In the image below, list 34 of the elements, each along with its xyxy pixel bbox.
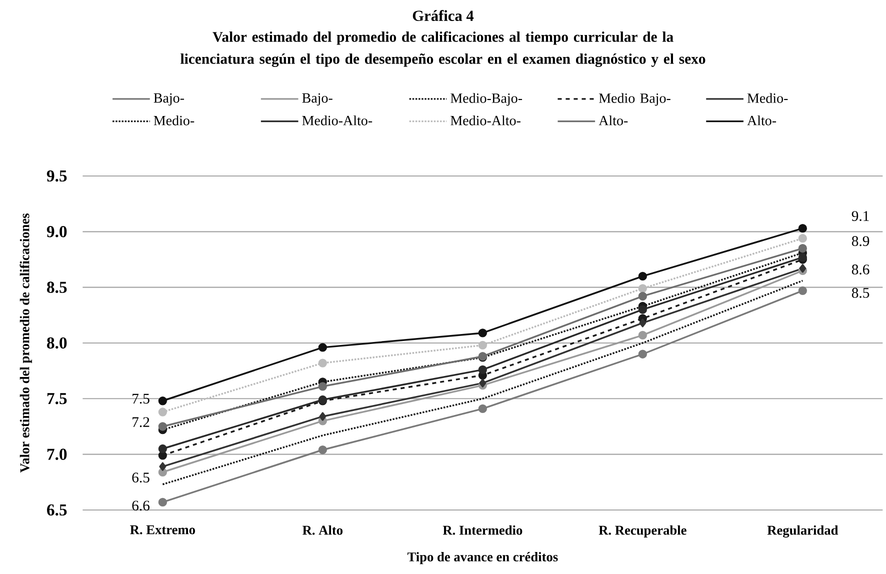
chart-subtitle: Valor estimado del promedio de calificaciones al tiempo curricular de la licenciatura según el tipo de desempeño escolar en el examen diagnóstico y el sexo bbox=[180, 31, 706, 67]
y-tick-label: 8.0 bbox=[47, 337, 67, 349]
legend-label: Medio-Bajo- bbox=[450, 93, 522, 106]
legend-label: Medio- bbox=[747, 93, 788, 103]
annotation: 9.1 bbox=[852, 211, 869, 222]
annotation: 8.9 bbox=[852, 236, 870, 246]
y-tick-label: 8.5 bbox=[47, 282, 67, 293]
legend-label: Medio-Alto- bbox=[302, 115, 372, 126]
x-tick-label: Regularidad bbox=[767, 525, 838, 538]
y-tick-label: 9.5 bbox=[46, 170, 67, 182]
y-axis-title: Valor estimado del promedio de calificaciones bbox=[20, 213, 32, 473]
x-tick-label: R. Intermedio bbox=[442, 525, 522, 535]
x-tick-label: R. Recuperable bbox=[598, 525, 686, 538]
y-tick-label: 9.0 bbox=[46, 226, 67, 238]
y-tick-label: 6.5 bbox=[47, 504, 67, 516]
x-tick-label: R. Extremo bbox=[130, 525, 196, 534]
annotation: 7.2 bbox=[132, 417, 150, 428]
chart-title: Gráfica 4 bbox=[412, 10, 474, 21]
legend-label: Alto- bbox=[747, 115, 776, 126]
legend-label: Medio- bbox=[154, 115, 194, 126]
annotation: 8.5 bbox=[852, 288, 870, 298]
annotation: 6.5 bbox=[132, 472, 150, 483]
legend-label: Medio-Alto- bbox=[450, 115, 520, 126]
annotation: 7.5 bbox=[132, 394, 150, 404]
legend-label: Alto- bbox=[598, 115, 628, 126]
legend-label: Bajo- bbox=[154, 93, 184, 106]
x-axis-title: Tipo de avance en créditos bbox=[407, 552, 558, 564]
annotation: 6.6 bbox=[132, 500, 150, 511]
y-tick-label: 7.5 bbox=[47, 393, 67, 404]
legend-label: Bajo- bbox=[302, 93, 332, 106]
annotation: 8.6 bbox=[852, 264, 870, 274]
legend-label: Medio Bajo- bbox=[598, 93, 670, 106]
x-tick-label: R. Alto bbox=[302, 525, 343, 535]
y-tick-label: 7.0 bbox=[47, 448, 67, 460]
